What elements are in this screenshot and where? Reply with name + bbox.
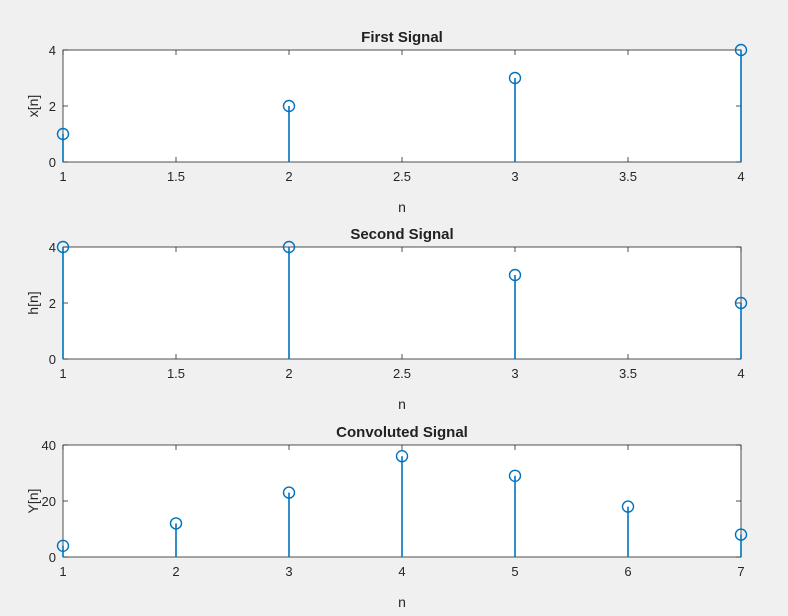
stem-marker (56, 539, 70, 552)
y-tick-label: 20 (42, 494, 56, 509)
y-tick-label: 4 (49, 240, 56, 255)
stem-marker (282, 240, 296, 254)
stem-marker (169, 517, 183, 530)
stem-marker (508, 469, 522, 482)
x-tick-label: 2 (285, 366, 292, 381)
y-tick-label: 0 (49, 352, 56, 367)
stem-marker (56, 127, 70, 141)
stem-marker (734, 528, 748, 541)
x-axis-label: n (398, 199, 406, 215)
stem-marker (508, 71, 522, 85)
stem-marker (621, 500, 635, 513)
y-tick-label: 4 (49, 43, 56, 58)
x-tick-label: 7 (737, 564, 744, 579)
x-tick-label: 1.5 (167, 366, 185, 381)
x-tick-label: 3 (511, 169, 518, 184)
x-axis-label: n (398, 396, 406, 412)
x-tick-label: 1 (59, 169, 66, 184)
y-axis-label: x[n] (25, 95, 41, 118)
x-axis-label: n (398, 594, 406, 610)
y-axis-label: Y[n] (25, 489, 41, 514)
subplot-title: First Signal (361, 29, 443, 46)
x-tick-label: 3.5 (619, 169, 637, 184)
x-tick-label: 3.5 (619, 366, 637, 381)
x-tick-label: 2 (285, 169, 292, 184)
y-tick-label: 2 (49, 99, 56, 114)
x-tick-label: 1 (59, 366, 66, 381)
subplot-2: 1 1.5 2 2.5 3 3.5 4 0 2 4 Second Signal n h[n] (25, 226, 748, 412)
x-tick-label: 2 (172, 564, 179, 579)
subplot-3: 1 2 3 4 5 6 7 0 20 40 Convoluted Signal n Y[n] (25, 424, 748, 610)
stem-marker (508, 268, 522, 282)
stem-marker (734, 43, 748, 57)
x-tick-label: 2.5 (393, 169, 411, 184)
x-tick-label: 3 (285, 564, 292, 579)
x-tick-label: 6 (624, 564, 631, 579)
y-tick-label: 40 (42, 438, 56, 453)
y-tick-label: 0 (49, 155, 56, 170)
y-tick-label: 2 (49, 296, 56, 311)
stem-marker (734, 296, 748, 310)
x-tick-label: 5 (511, 564, 518, 579)
x-tick-label: 4 (737, 169, 744, 184)
x-tick-label: 1 (59, 564, 66, 579)
x-tick-label: 2.5 (393, 366, 411, 381)
x-tick-label: 4 (398, 564, 405, 579)
axes-box (62, 49, 742, 163)
y-tick-label: 0 (49, 550, 56, 565)
stem-marker (282, 99, 296, 113)
x-tick-label: 1.5 (167, 169, 185, 184)
y-axis-label: h[n] (25, 291, 41, 314)
subplot-title: Convoluted Signal (336, 424, 468, 441)
x-tick-label: 4 (737, 366, 744, 381)
x-tick-label: 3 (511, 366, 518, 381)
axes-box (62, 246, 742, 360)
subplot-title: Second Signal (350, 226, 453, 243)
stem-marker (282, 486, 296, 499)
stem-marker (56, 240, 70, 254)
subplot-1: 1 1.5 2 2.5 3 3.5 4 0 2 4 First Signal n x[n] (25, 29, 748, 215)
stem-marker (395, 450, 409, 463)
